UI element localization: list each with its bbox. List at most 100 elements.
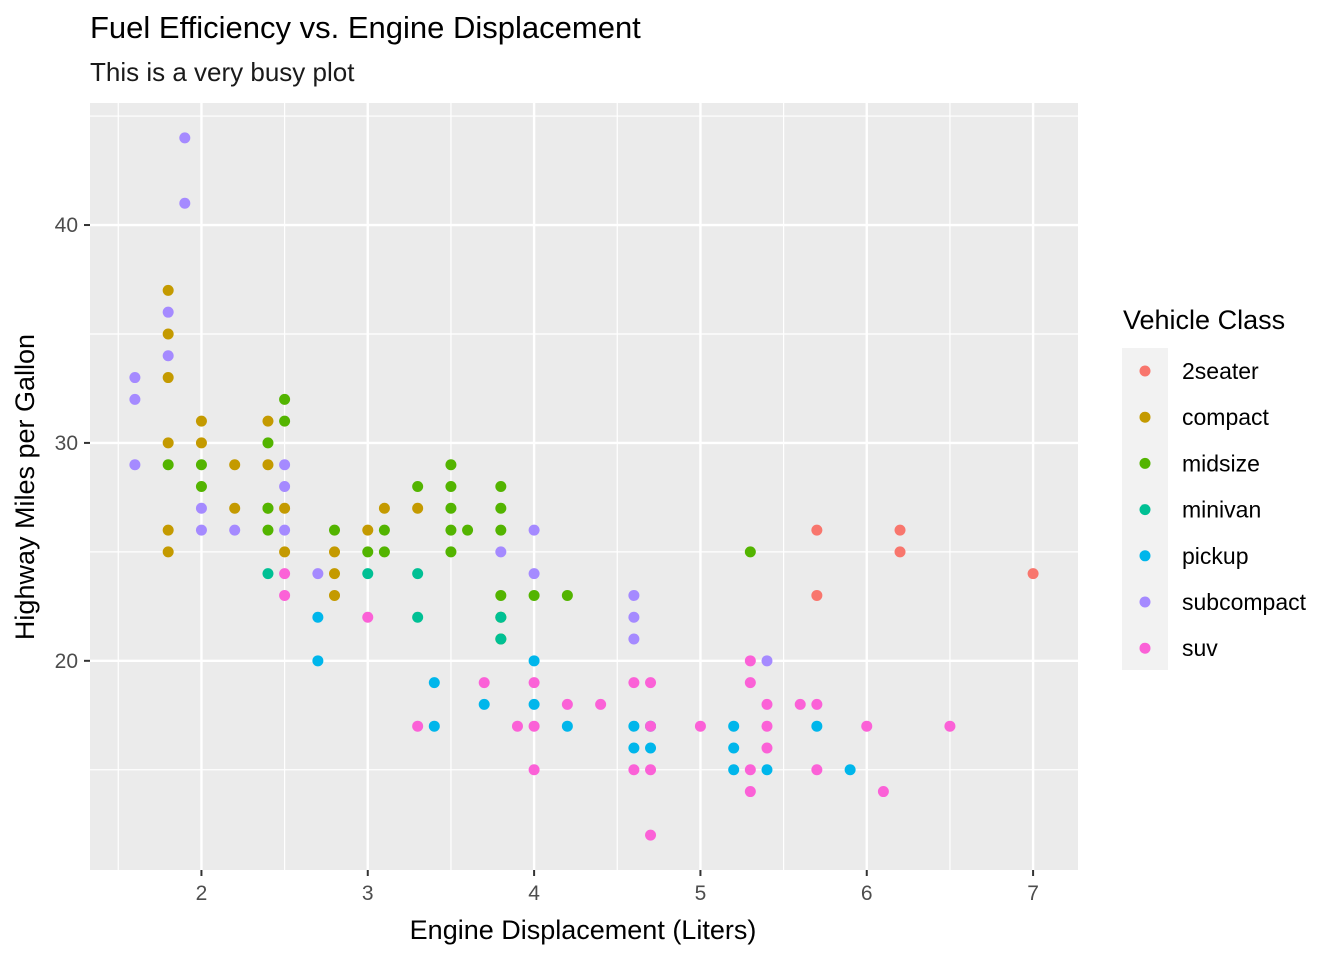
data-point (195, 415, 207, 427)
data-point (495, 611, 507, 623)
data-point (761, 698, 773, 710)
data-point (495, 589, 507, 601)
data-point (744, 677, 756, 689)
data-point (412, 568, 424, 580)
data-point (428, 720, 440, 732)
legend: Vehicle Class 2seater compact midsize miniv… (1122, 305, 1307, 670)
data-points (129, 132, 1039, 841)
data-point (162, 437, 174, 449)
data-point (378, 546, 390, 558)
data-point (162, 546, 174, 558)
data-point (528, 764, 540, 776)
x-tick-label: 6 (861, 882, 873, 905)
legend-item-compact: compact (1139, 404, 1270, 430)
data-point (412, 720, 424, 732)
x-axis: 2 3 4 5 6 7 (196, 870, 1039, 905)
data-point (129, 372, 141, 384)
data-point (329, 589, 341, 601)
minor-gridlines (90, 103, 1078, 870)
data-point (478, 677, 490, 689)
data-point (195, 437, 207, 449)
data-point (412, 502, 424, 514)
data-point (478, 698, 490, 710)
legend-item-pickup: pickup (1139, 543, 1248, 569)
data-point (528, 524, 540, 536)
data-point (279, 393, 291, 405)
data-point (129, 393, 141, 405)
plot-panel (90, 103, 1078, 870)
data-point (744, 764, 756, 776)
data-point (528, 589, 540, 601)
data-point (445, 524, 457, 536)
series-2seater (811, 524, 1039, 601)
data-point (744, 655, 756, 667)
data-point (728, 720, 740, 732)
data-point (162, 350, 174, 362)
legend-label: subcompact (1182, 589, 1307, 615)
data-point (528, 655, 540, 667)
data-point (645, 720, 657, 732)
x-tick-label: 2 (196, 882, 208, 905)
major-gridlines (90, 103, 1078, 870)
data-point (362, 568, 374, 580)
x-axis-title: Engine Displacement (Liters) (410, 915, 757, 945)
data-point (195, 524, 207, 536)
data-point (761, 764, 773, 776)
data-point (262, 502, 274, 514)
legend-label: compact (1182, 404, 1270, 430)
data-point (279, 481, 291, 492)
data-point (794, 698, 806, 710)
data-point (561, 698, 573, 710)
legend-key (1139, 457, 1151, 469)
data-point (162, 524, 174, 536)
data-point (279, 524, 291, 536)
data-point (761, 655, 773, 667)
data-point (645, 764, 657, 776)
data-point (462, 524, 474, 536)
data-point (877, 786, 889, 798)
data-point (694, 720, 706, 732)
data-point (445, 502, 457, 514)
data-point (378, 502, 390, 514)
data-point (495, 524, 507, 536)
data-point (262, 524, 274, 536)
data-point (728, 742, 740, 754)
data-point (645, 677, 657, 689)
legend-key (1139, 365, 1151, 377)
data-point (511, 720, 523, 732)
data-point (162, 459, 174, 471)
data-point (528, 720, 540, 732)
data-point (561, 589, 573, 601)
legend-label: minivan (1182, 497, 1261, 523)
data-point (811, 764, 823, 776)
data-point (811, 720, 823, 732)
data-point (279, 459, 291, 471)
legend-item-midsize: midsize (1139, 450, 1260, 476)
data-point (744, 546, 756, 558)
data-point (528, 698, 540, 710)
data-point (861, 720, 873, 732)
data-point (229, 502, 241, 514)
legend-label: midsize (1182, 450, 1260, 476)
data-point (528, 677, 540, 689)
data-point (229, 459, 241, 471)
legend-key (1139, 596, 1151, 608)
data-point (279, 415, 291, 427)
data-point (162, 372, 174, 384)
legend-item-suv: suv (1139, 635, 1218, 661)
data-point (628, 742, 640, 754)
data-point (844, 764, 856, 776)
data-point (162, 284, 174, 296)
data-point (445, 481, 457, 492)
data-point (495, 502, 507, 514)
data-point (894, 546, 906, 558)
y-axis: 20 30 40 (55, 214, 90, 673)
data-point (628, 611, 640, 623)
data-point (761, 720, 773, 732)
series-minivan (262, 568, 507, 645)
data-point (162, 306, 174, 318)
legend-label: 2seater (1182, 358, 1259, 384)
legend-label: suv (1182, 635, 1218, 661)
legend-label: pickup (1182, 543, 1248, 569)
